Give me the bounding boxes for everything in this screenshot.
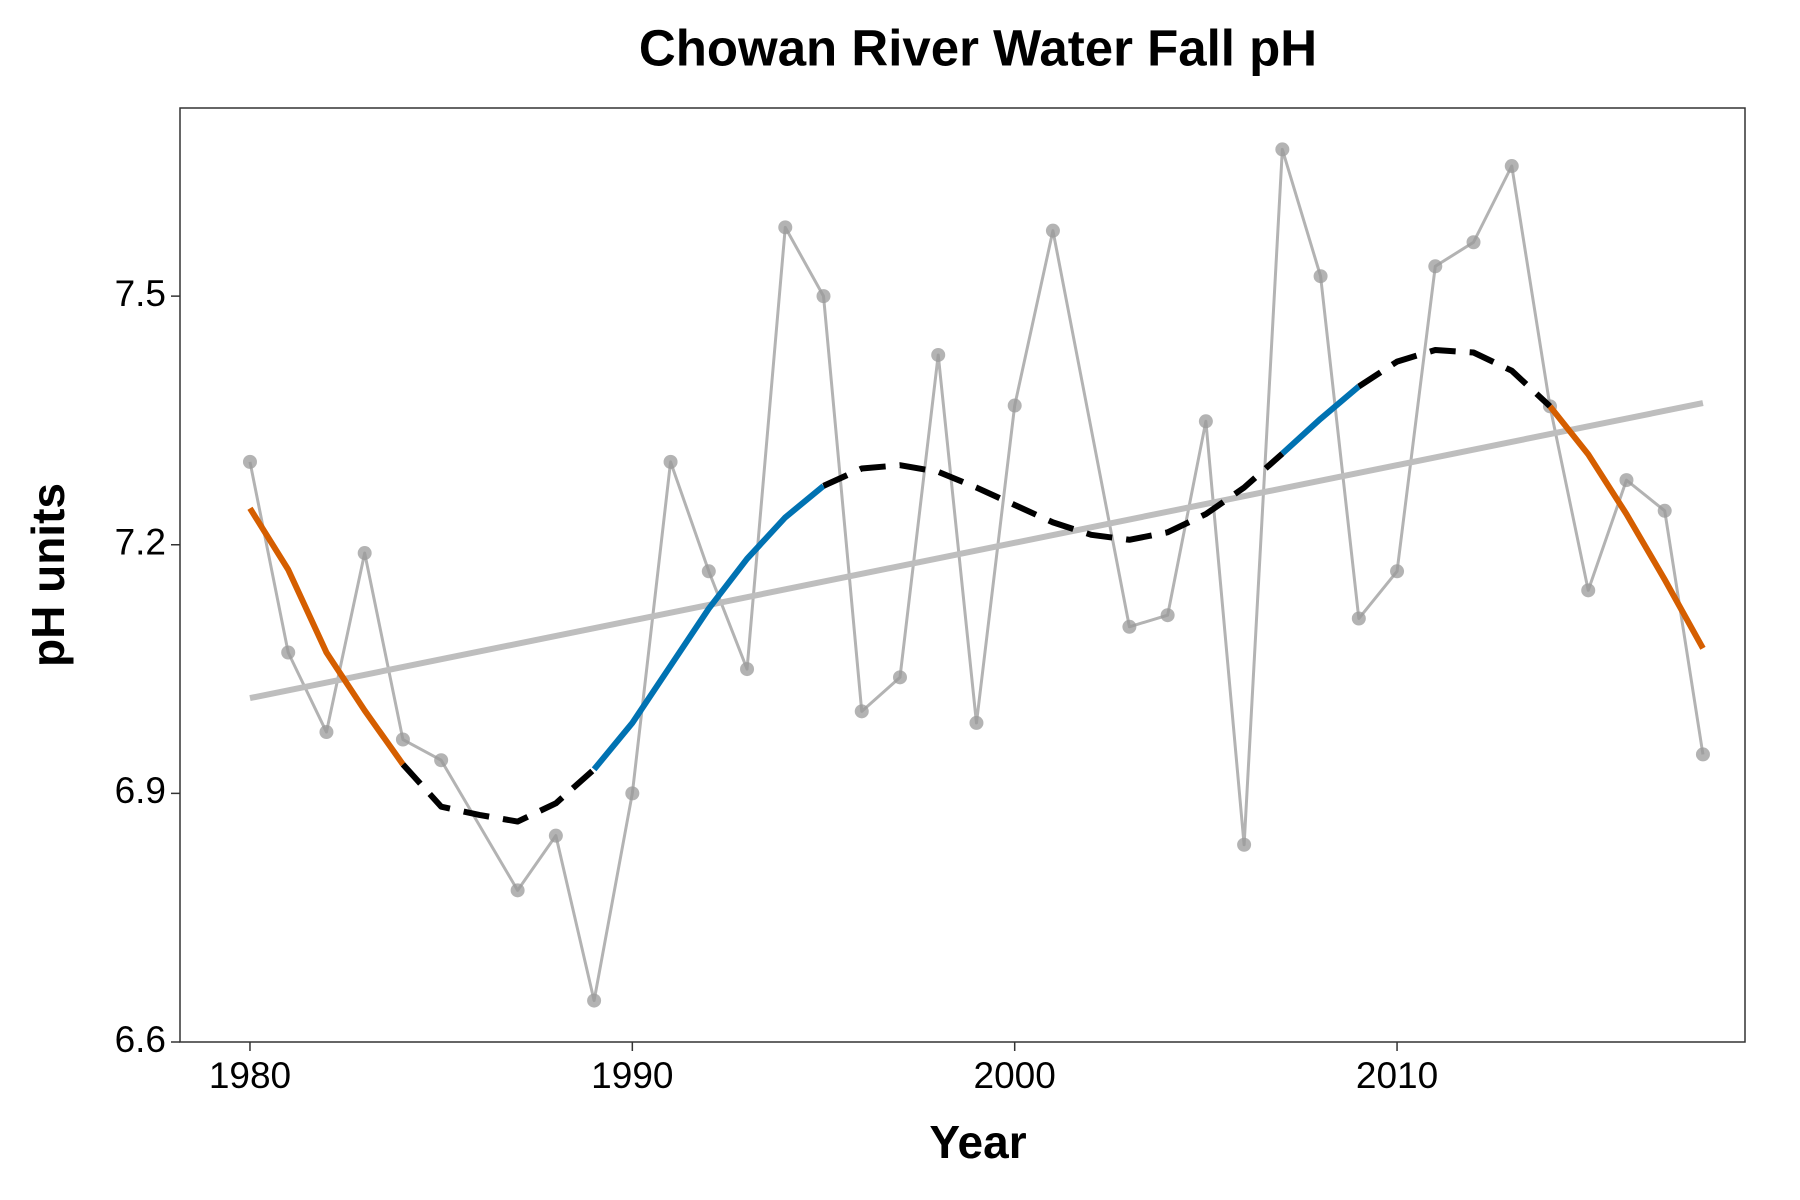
smooth-segment xyxy=(822,451,1285,543)
observed-point xyxy=(1237,837,1252,852)
smooth-segment xyxy=(1280,384,1361,456)
observed-point xyxy=(1504,159,1519,174)
observed-point xyxy=(931,347,946,362)
observed-point xyxy=(510,883,525,898)
observed-point xyxy=(1466,235,1481,250)
observed-point xyxy=(1007,398,1022,413)
x-tick-label: 1980 xyxy=(209,1055,291,1096)
smooth-segment xyxy=(591,483,826,772)
observed-point xyxy=(892,670,907,685)
smooth-segment xyxy=(400,762,597,825)
y-tick-label: 6.6 xyxy=(115,1019,166,1060)
observed-point xyxy=(1695,747,1710,762)
observed-point xyxy=(1313,269,1328,284)
observed-point xyxy=(1390,564,1405,579)
observed-point xyxy=(319,725,334,740)
observed-point xyxy=(1428,259,1443,274)
observed-point xyxy=(969,715,984,730)
observed-point xyxy=(242,454,257,469)
observed-point xyxy=(434,753,449,768)
x-tick-label: 1990 xyxy=(591,1055,673,1096)
plot-frame xyxy=(179,107,1746,1043)
observed-point xyxy=(1045,223,1060,238)
observed-point xyxy=(281,645,296,660)
observed-point xyxy=(1275,142,1290,157)
observed-line xyxy=(248,147,1705,1003)
observed-point xyxy=(1351,611,1366,626)
observed-point xyxy=(1581,583,1596,598)
observed-point xyxy=(1198,414,1213,429)
smooth-segment xyxy=(1357,346,1553,409)
observed-point xyxy=(1160,608,1175,623)
observed-point xyxy=(778,220,793,235)
observed-point xyxy=(740,662,755,677)
y-tick-label: 6.9 xyxy=(115,770,166,811)
y-tick-label: 7.2 xyxy=(115,522,166,563)
observed-point xyxy=(395,732,410,747)
observed-point xyxy=(663,454,678,469)
observed-point xyxy=(1657,503,1672,518)
observed-point xyxy=(854,704,869,719)
y-tick-label: 7.5 xyxy=(115,273,166,314)
smooth-segment xyxy=(247,506,406,767)
observed-point xyxy=(816,289,831,304)
x-tick-label: 2000 xyxy=(974,1055,1056,1096)
observed-point xyxy=(548,828,563,843)
x-axis-label: Year xyxy=(929,1116,1026,1168)
observed-point xyxy=(587,993,602,1008)
observed-point xyxy=(1619,473,1634,488)
observed-point xyxy=(357,546,372,561)
smooth-segment xyxy=(1547,404,1706,650)
chart-title: Chowan River Water Fall pH xyxy=(639,19,1317,76)
x-tick-label: 2010 xyxy=(1356,1055,1438,1096)
observed-point xyxy=(1122,619,1137,634)
observed-point xyxy=(701,564,716,579)
y-axis-label: pH units xyxy=(22,483,74,667)
observed-point xyxy=(625,786,640,801)
trend-line xyxy=(249,400,1704,702)
